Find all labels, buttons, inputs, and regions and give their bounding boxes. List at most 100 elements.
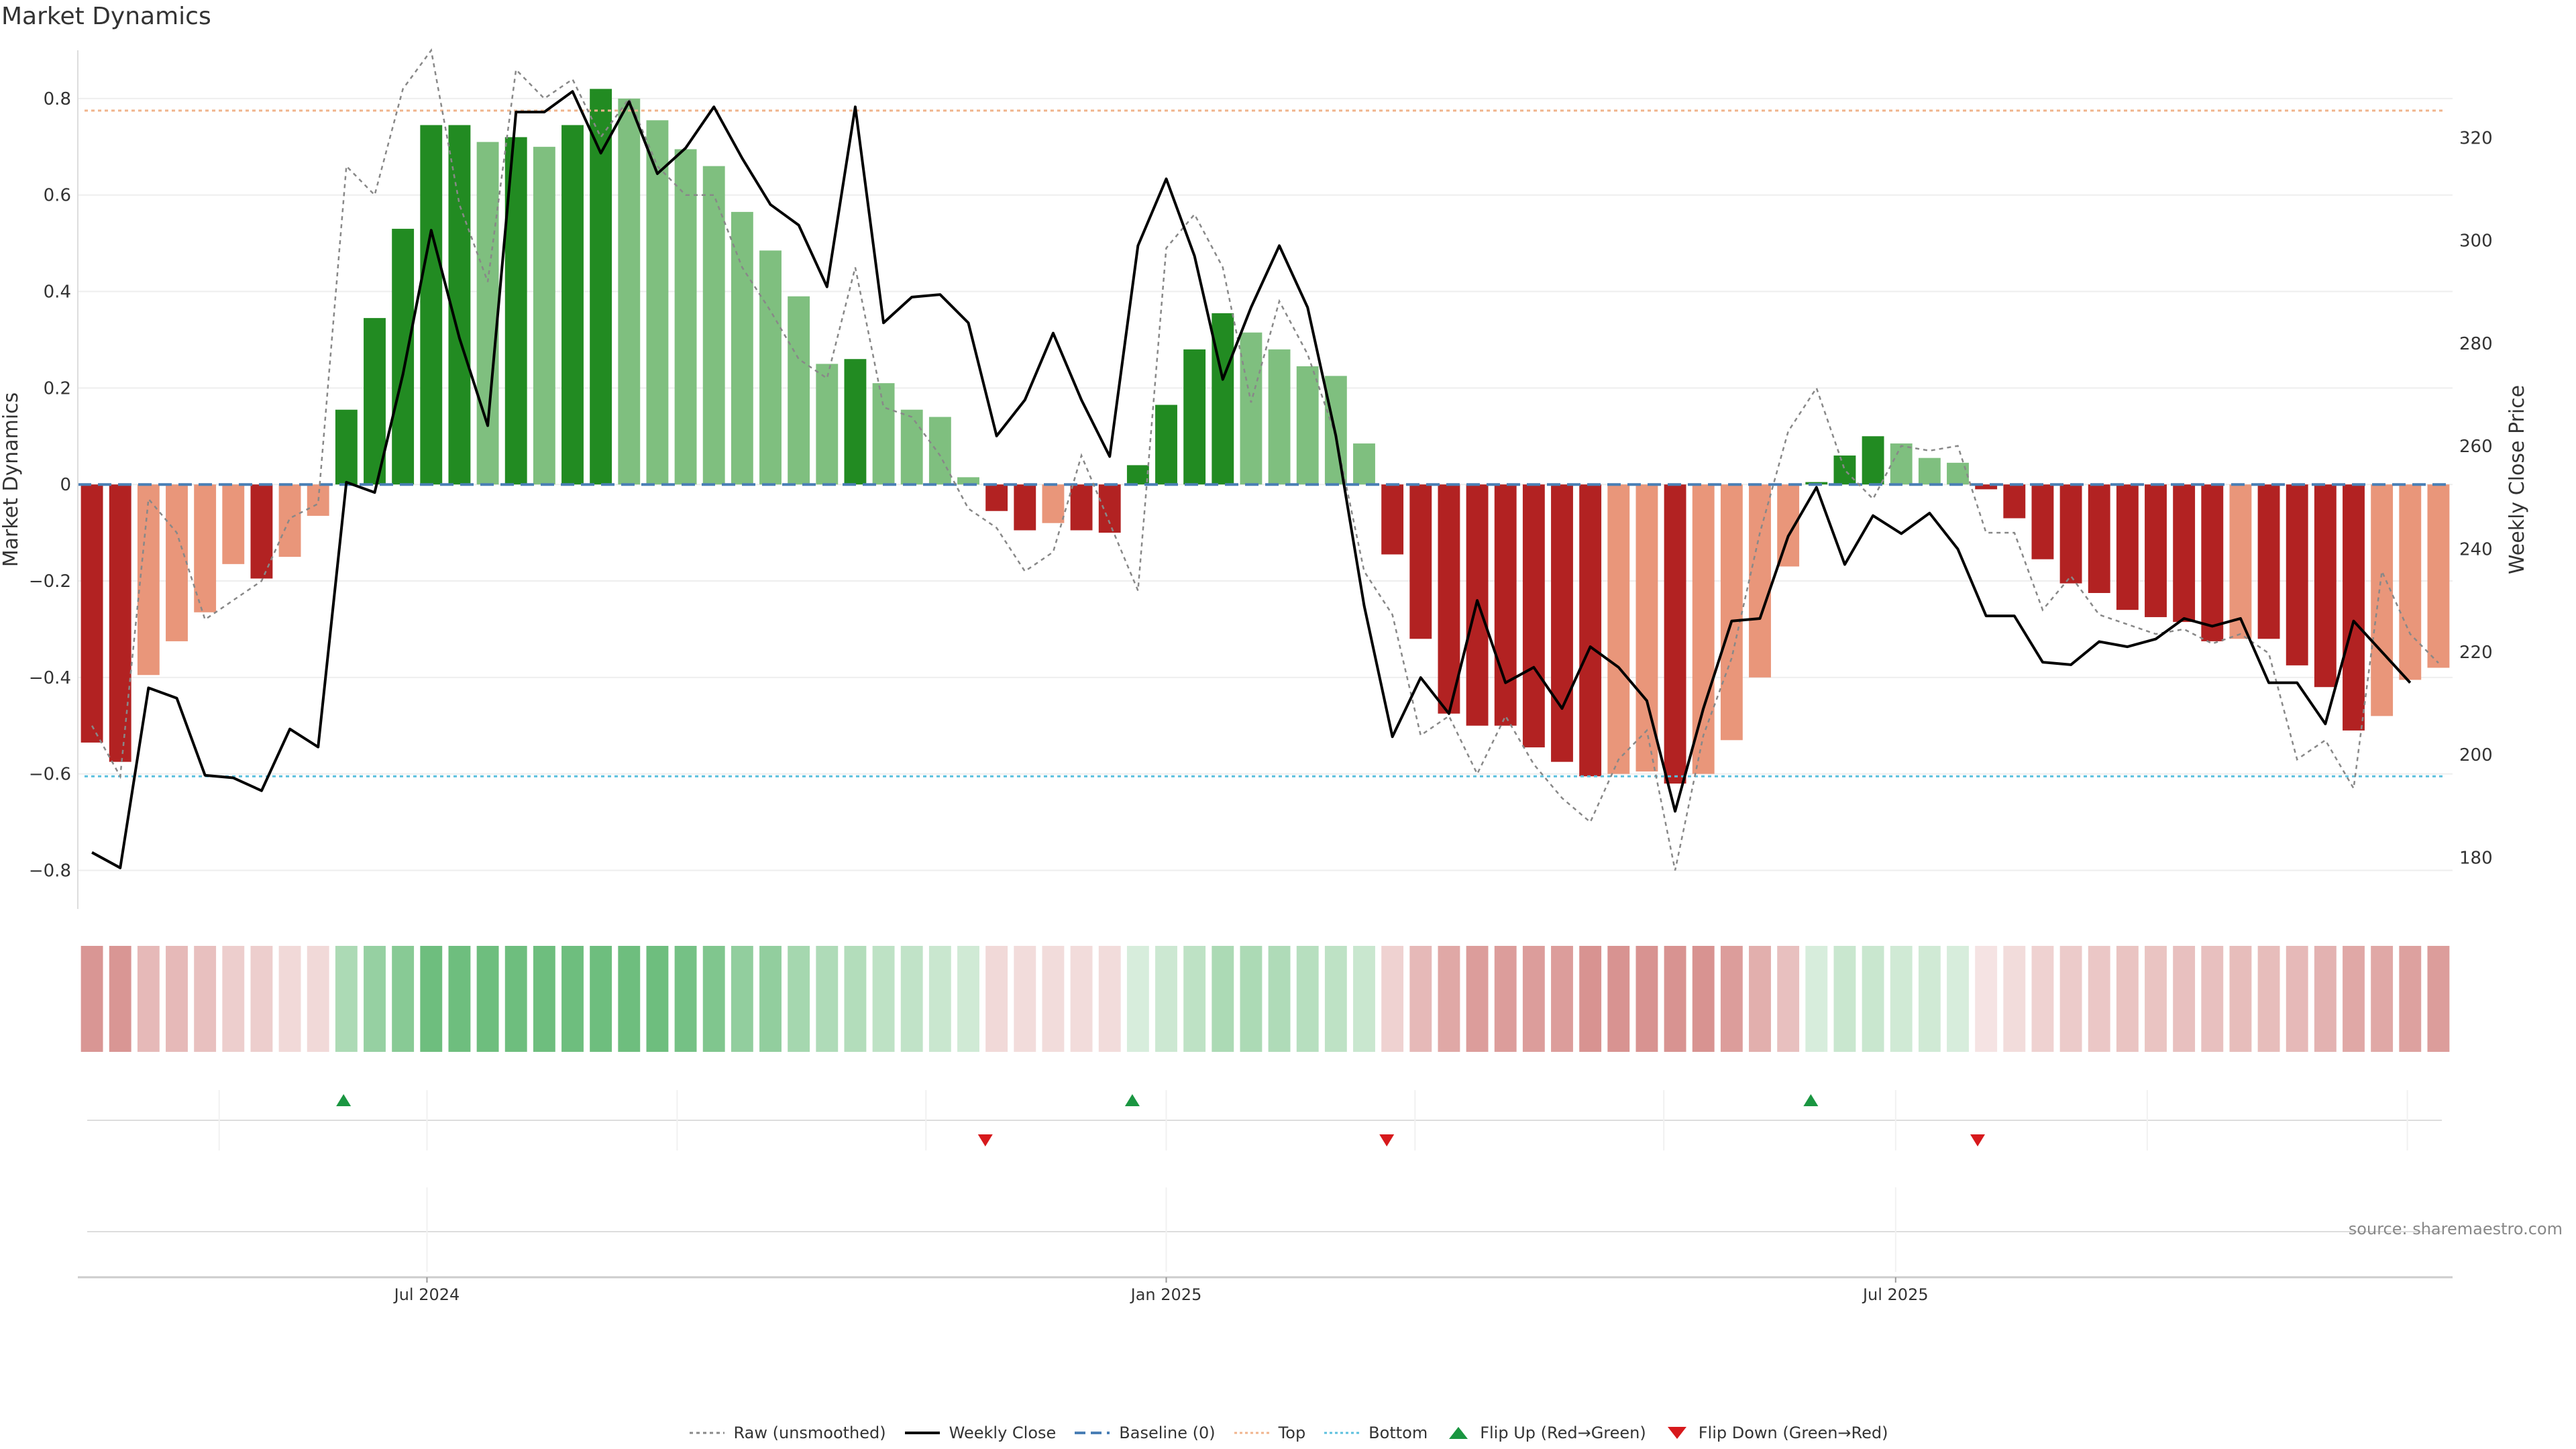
y-tick-label: −0.4 [29, 668, 71, 688]
flip-up-marker [1803, 1094, 1819, 1106]
dynamics-bar [2201, 484, 2224, 641]
flip-down-marker [1970, 1134, 1985, 1146]
intensity-cell [2371, 946, 2394, 1052]
legend-flip-up-icon [1449, 1427, 1468, 1439]
dynamics-bar [1183, 349, 1206, 485]
dynamics-bar [2116, 484, 2139, 610]
dynamics-bar [420, 125, 443, 485]
intensity-cell [1890, 946, 1913, 1052]
dynamics-bar [2003, 484, 2026, 519]
dynamics-bar [109, 484, 131, 762]
y-tick-label: 0.4 [44, 282, 71, 303]
intensity-cell [533, 946, 555, 1052]
intensity-cell [1042, 946, 1065, 1052]
y2-tick-label: 200 [2459, 745, 2493, 765]
legend-top: Top [1233, 1424, 1306, 1442]
intensity-cell [2286, 946, 2308, 1052]
dynamics-bar [590, 89, 612, 485]
intensity-cell [1409, 946, 1432, 1052]
flip-up-marker [336, 1094, 352, 1106]
dynamics-bar [1522, 484, 1545, 748]
intensity-cell [1805, 946, 1828, 1052]
legend-flip-up-label: Flip Up (Red→Green) [1480, 1424, 1646, 1442]
intensity-cell [957, 946, 979, 1052]
intensity-cell [844, 946, 867, 1052]
dynamics-bar [166, 484, 188, 641]
y-tick-label: −0.2 [29, 572, 71, 592]
intensity-cell [2201, 946, 2224, 1052]
intensity-cell [2031, 946, 2054, 1052]
dynamics-bar [731, 211, 753, 485]
dynamics-bar [2031, 484, 2054, 559]
dynamics-bar [844, 359, 867, 485]
y-axis-title: Market Dynamics [0, 392, 23, 568]
legend-baseline-swatch [1075, 1432, 1110, 1434]
y2-tick-label: 240 [2459, 539, 2493, 559]
intensity-cell [2229, 946, 2252, 1052]
chart-canvas: 0.8 0.6 0.4 0.2 0 −0.2 −0.4 −0.6 −0.8 320 300 280 26… [0, 48, 2529, 1304]
intensity-cell [448, 946, 471, 1052]
y2-tick-label: 320 [2459, 128, 2493, 148]
dynamics-bar [957, 477, 979, 485]
intensity-cell [1155, 946, 1177, 1052]
dynamics-bar [561, 125, 584, 485]
intensity-cell [1126, 946, 1149, 1052]
legend-flip-down-icon [1667, 1427, 1686, 1439]
dynamics-bar [872, 383, 895, 485]
intensity-cell [194, 946, 217, 1052]
legend-close-swatch [904, 1432, 940, 1434]
intensity-cell [476, 946, 499, 1052]
intensity-cell [278, 946, 301, 1052]
intensity-cell [1070, 946, 1093, 1052]
dynamics-bar [1155, 405, 1177, 485]
y-tick-label: 0.2 [44, 378, 71, 398]
intensity-cell [674, 946, 697, 1052]
dynamics-bar [137, 484, 160, 676]
y2-tick-label: 280 [2459, 334, 2493, 354]
dynamics-bars [80, 89, 2450, 784]
legend-bottom: Bottom [1323, 1424, 1428, 1442]
intensity-cell [80, 946, 103, 1052]
dynamics-bar [250, 484, 273, 579]
x-tick-label: Jul 2024 [393, 1285, 460, 1304]
gridlines [78, 97, 2453, 871]
dynamics-bar [1664, 484, 1686, 784]
intensity-cell [1947, 946, 1969, 1052]
dynamics-bar [985, 484, 1008, 511]
intensity-cell [1607, 946, 1630, 1052]
legend-top-label: Top [1278, 1424, 1306, 1442]
intensity-cell [1777, 946, 1800, 1052]
intensity-cell [1381, 946, 1404, 1052]
intensity-cell [2088, 946, 2110, 1052]
intensity-cell [109, 946, 131, 1052]
axes: 0.8 0.6 0.4 0.2 0 −0.2 −0.4 −0.6 −0.8 320 300 280 26… [0, 50, 2529, 909]
legend-raw-swatch [689, 1432, 724, 1434]
intensity-cell [307, 946, 329, 1052]
legend-top-swatch [1234, 1432, 1269, 1434]
dynamics-bar [1749, 484, 1771, 678]
flip-down-marker [1379, 1134, 1395, 1146]
legend-raw-label: Raw (unsmoothed) [733, 1424, 886, 1442]
intensity-cell [2059, 946, 2082, 1052]
source-note: source: sharemaestro.com [2348, 1220, 2563, 1238]
intensity-cell [166, 946, 188, 1052]
intensity-cell [928, 946, 951, 1052]
intensity-cell [1749, 946, 1771, 1052]
flip-markers [87, 1090, 2442, 1232]
intensity-cell [788, 946, 810, 1052]
y-tick-label: −0.6 [29, 765, 71, 785]
dynamics-bar [278, 484, 301, 557]
dynamics-bar [222, 484, 245, 564]
dynamics-bar [1296, 366, 1319, 485]
x-axis: Jul 2024 Jan 2025 Jul 2025 [78, 1187, 2453, 1304]
flip-down-marker [977, 1134, 993, 1146]
chart-title: Market Dynamics [1, 3, 211, 30]
dynamics-bar [1014, 484, 1036, 531]
intensity-cell [985, 946, 1008, 1052]
y2-tick-label: 260 [2459, 437, 2493, 457]
intensity-cell [420, 946, 443, 1052]
intensity-cell [1240, 946, 1263, 1052]
dynamics-bar [1635, 484, 1658, 772]
dynamics-bar [788, 296, 810, 485]
dynamics-bar [702, 166, 725, 485]
